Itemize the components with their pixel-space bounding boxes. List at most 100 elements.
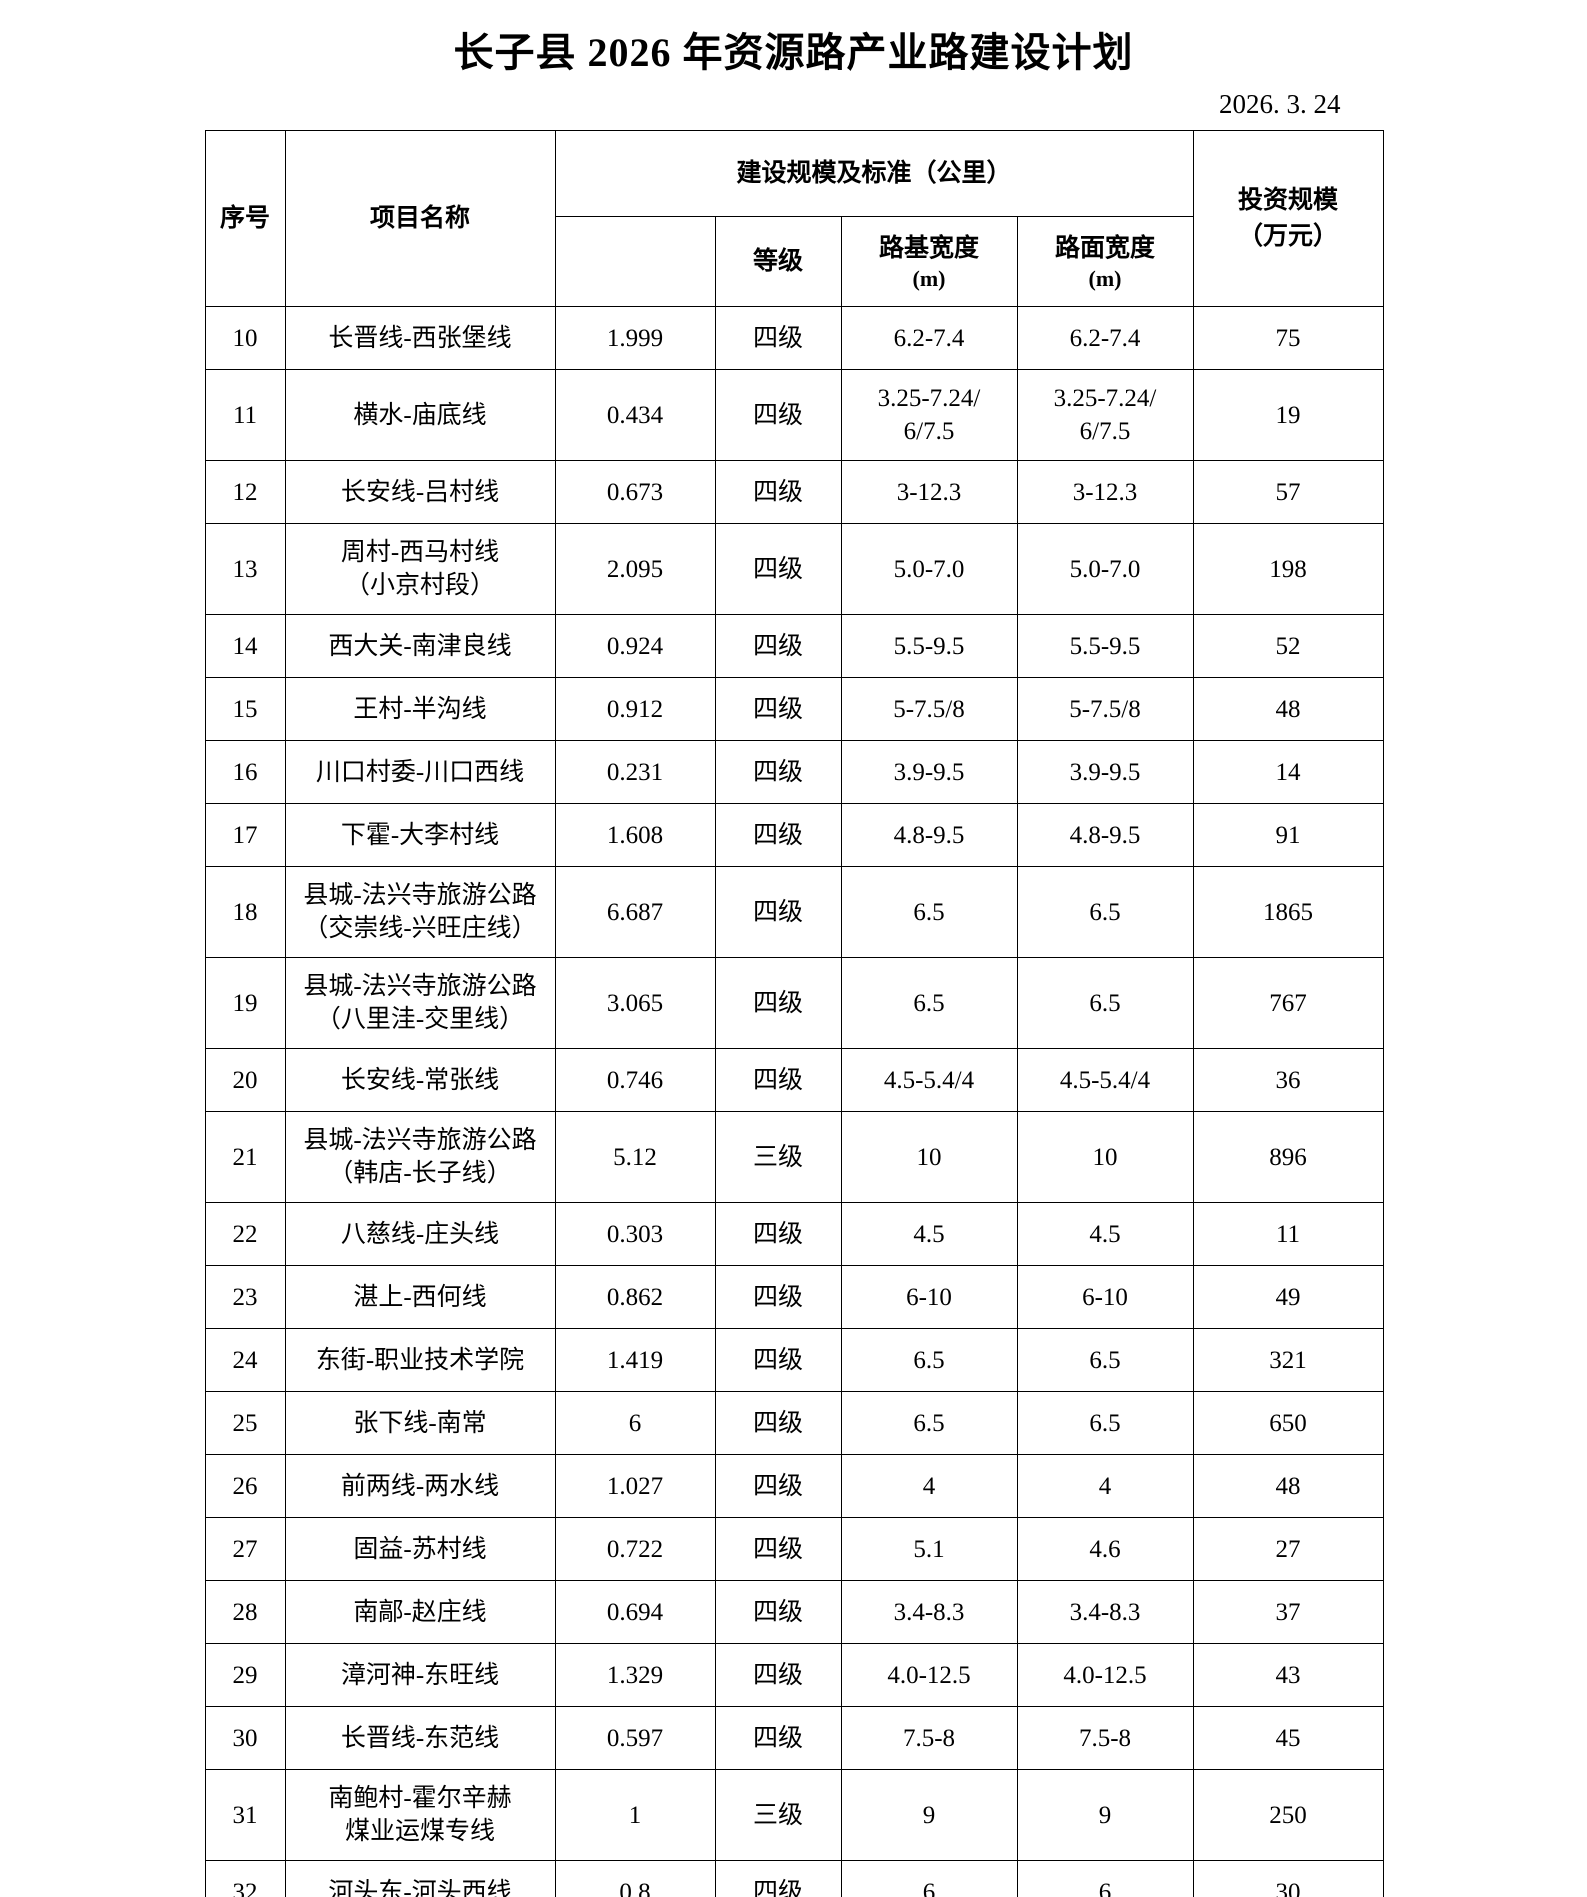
cell-subgrade-width: 4.0-12.5 — [840, 1643, 1018, 1708]
cell-project-name-line-1: 周村-西马村线 — [340, 539, 500, 567]
cell-grade: 三级 — [714, 1111, 842, 1204]
cell-subgrade-width-line-1: 4.5-5.4/4 — [883, 1066, 975, 1094]
table-row: 14 西大关-南津良线 0.924 四级 5.5-9.5 5.5-9.5 52 — [204, 614, 1384, 679]
cell-grade: 四级 — [714, 803, 842, 868]
cell-project-name-line-1: 固益-苏村线 — [353, 1535, 487, 1563]
cell-subgrade-width-line-1: 3.4-8.3 — [893, 1598, 965, 1626]
cell-surface-width: 3.4-8.3 — [1016, 1580, 1194, 1645]
cell-subgrade-width-line-1: 6.5 — [913, 898, 945, 926]
table-row: 25 张下线-南常 6 四级 6.5 6.5 650 — [204, 1391, 1384, 1456]
cell-surface-width-line-1: 3.25-7.24/ — [1053, 385, 1157, 413]
cell-surface-width: 7.5-8 — [1016, 1706, 1194, 1771]
cell-investment: 198 — [1192, 523, 1384, 616]
table-row: 13 周村-西马村线 （小京村段） 2.095 四级 5.0-7.0 5.0-7.0 198 — [204, 523, 1384, 616]
cell-investment: 767 — [1192, 957, 1384, 1050]
cell-grade: 四级 — [714, 1048, 842, 1113]
cell-grade: 四级 — [714, 1391, 842, 1456]
header-length-label — [556, 260, 715, 264]
cell-project-name: 县城-法兴寺旅游公路 （韩店-长子线） — [284, 1111, 556, 1204]
cell-seq: 14 — [204, 614, 286, 679]
cell-subgrade-width-lines: 3-12.3 — [842, 472, 1017, 513]
cell-seq: 18 — [204, 866, 286, 959]
cell-grade: 四级 — [714, 523, 842, 616]
header-row-group: 序号 项目名称 建设规模及标准（公里） 投资规模 （万元） — [204, 130, 1384, 308]
cell-surface-width-lines: 4 — [1018, 1466, 1193, 1507]
cell-project-name-lines: 王村-半沟线 — [286, 687, 555, 732]
cell-length: 6.687 — [554, 866, 716, 959]
header-investment-line-1: 投资规模 — [1238, 186, 1339, 214]
header-surface-width: 路面宽度 (m) — [1016, 216, 1194, 308]
cell-subgrade-width-line-1: 5.1 — [913, 1535, 945, 1563]
table-row: 21 县城-法兴寺旅游公路 （韩店-长子线） 5.12 三级 10 10 896 — [204, 1111, 1384, 1204]
cell-grade: 四级 — [714, 957, 842, 1050]
cell-length: 0.597 — [554, 1706, 716, 1771]
cell-subgrade-width-line-1: 4.0-12.5 — [887, 1661, 971, 1689]
cell-project-name-lines: 前两线-两水线 — [286, 1464, 555, 1509]
cell-subgrade-width: 4 — [840, 1454, 1018, 1519]
cell-project-name-lines: 县城-法兴寺旅游公路 （韩店-长子线） — [286, 1118, 555, 1196]
cell-surface-width-lines: 6.2-7.4 — [1018, 318, 1193, 359]
cell-project-name: 湛上-西何线 — [284, 1265, 556, 1330]
cell-seq: 30 — [204, 1706, 286, 1771]
header-investment-line-2: （万元） — [1238, 222, 1339, 250]
cell-subgrade-width: 6.2-7.4 — [840, 306, 1018, 371]
header-seq: 序号 — [204, 130, 286, 308]
cell-seq: 21 — [204, 1111, 286, 1204]
cell-grade: 四级 — [714, 614, 842, 679]
cell-project-name: 长安线-吕村线 — [284, 460, 556, 525]
cell-project-name: 河头东-河头西线 — [284, 1860, 556, 1897]
cell-surface-width-line-1: 6.5 — [1089, 1346, 1121, 1374]
cell-project-name-line-1: 长安线-常张线 — [340, 1066, 500, 1094]
cell-surface-width-line-1: 5-7.5/8 — [1069, 695, 1141, 723]
table-row: 17 下霍-大李村线 1.608 四级 4.8-9.5 4.8-9.5 91 — [204, 803, 1384, 868]
cell-surface-width-line-1: 4 — [1098, 1472, 1112, 1500]
cell-investment: 48 — [1192, 1454, 1384, 1519]
table-row: 24 东街-职业技术学院 1.419 四级 6.5 6.5 321 — [204, 1328, 1384, 1393]
cell-investment: 52 — [1192, 614, 1384, 679]
cell-project-name: 漳河神-东旺线 — [284, 1643, 556, 1708]
cell-length: 0.231 — [554, 740, 716, 805]
cell-investment: 57 — [1192, 460, 1384, 525]
cell-surface-width-lines: 6 — [1018, 1872, 1193, 1897]
cell-subgrade-width-lines: 10 — [842, 1137, 1017, 1178]
cell-subgrade-width-line-1: 5.5-9.5 — [893, 632, 965, 660]
cell-investment: 14 — [1192, 740, 1384, 805]
cell-surface-width-line-1: 6.5 — [1089, 1409, 1121, 1437]
header-length — [554, 216, 716, 308]
cell-project-name-lines: 张下线-南常 — [286, 1401, 555, 1446]
cell-project-name-lines: 八慈线-庄头线 — [286, 1212, 555, 1257]
cell-seq: 19 — [204, 957, 286, 1050]
cell-surface-width-lines: 6.5 — [1018, 892, 1193, 933]
cell-grade: 四级 — [714, 1328, 842, 1393]
cell-investment: 30 — [1192, 1860, 1384, 1897]
cell-subgrade-width: 5-7.5/8 — [840, 677, 1018, 742]
cell-subgrade-width-lines: 5-7.5/8 — [842, 689, 1017, 730]
cell-project-name-line-1: 下霍-大李村线 — [340, 821, 500, 849]
cell-surface-width-lines: 4.5-5.4/4 — [1018, 1060, 1193, 1101]
cell-project-name-line-2: （小京村段） — [344, 572, 495, 600]
header-investment-lines: 投资规模 （万元） — [1194, 179, 1383, 260]
cell-length: 0.694 — [554, 1580, 716, 1645]
cell-surface-width-lines: 6-10 — [1018, 1277, 1193, 1318]
cell-project-name-line-1: 横水-庙底线 — [353, 401, 487, 429]
cell-investment: 37 — [1192, 1580, 1384, 1645]
cell-length: 0.746 — [554, 1048, 716, 1113]
cell-subgrade-width-line-1: 4.5 — [913, 1220, 945, 1248]
cell-subgrade-width-line-1: 10 — [916, 1143, 942, 1171]
cell-subgrade-width-lines: 3.9-9.5 — [842, 752, 1017, 793]
cell-surface-width: 6.5 — [1016, 1391, 1194, 1456]
cell-subgrade-width-lines: 5.5-9.5 — [842, 626, 1017, 667]
header-investment: 投资规模 （万元） — [1192, 130, 1384, 308]
cell-grade: 四级 — [714, 740, 842, 805]
cell-project-name-line-1: 长安线-吕村线 — [340, 478, 500, 506]
cell-surface-width-line-1: 7.5-8 — [1078, 1724, 1132, 1752]
cell-project-name: 东街-职业技术学院 — [284, 1328, 556, 1393]
cell-project-name-lines: 横水-庙底线 — [286, 393, 555, 438]
cell-seq: 15 — [204, 677, 286, 742]
cell-subgrade-width-lines: 7.5-8 — [842, 1718, 1017, 1759]
cell-grade: 四级 — [714, 1860, 842, 1897]
cell-project-name: 横水-庙底线 — [284, 369, 556, 462]
table-row: 23 湛上-西何线 0.862 四级 6-10 6-10 49 — [204, 1265, 1384, 1330]
table-row: 31 南鲍村-霍尔辛赫 煤业运煤专线 1 三级 9 9 250 — [204, 1769, 1384, 1862]
cell-project-name: 长晋线-西张堡线 — [284, 306, 556, 371]
